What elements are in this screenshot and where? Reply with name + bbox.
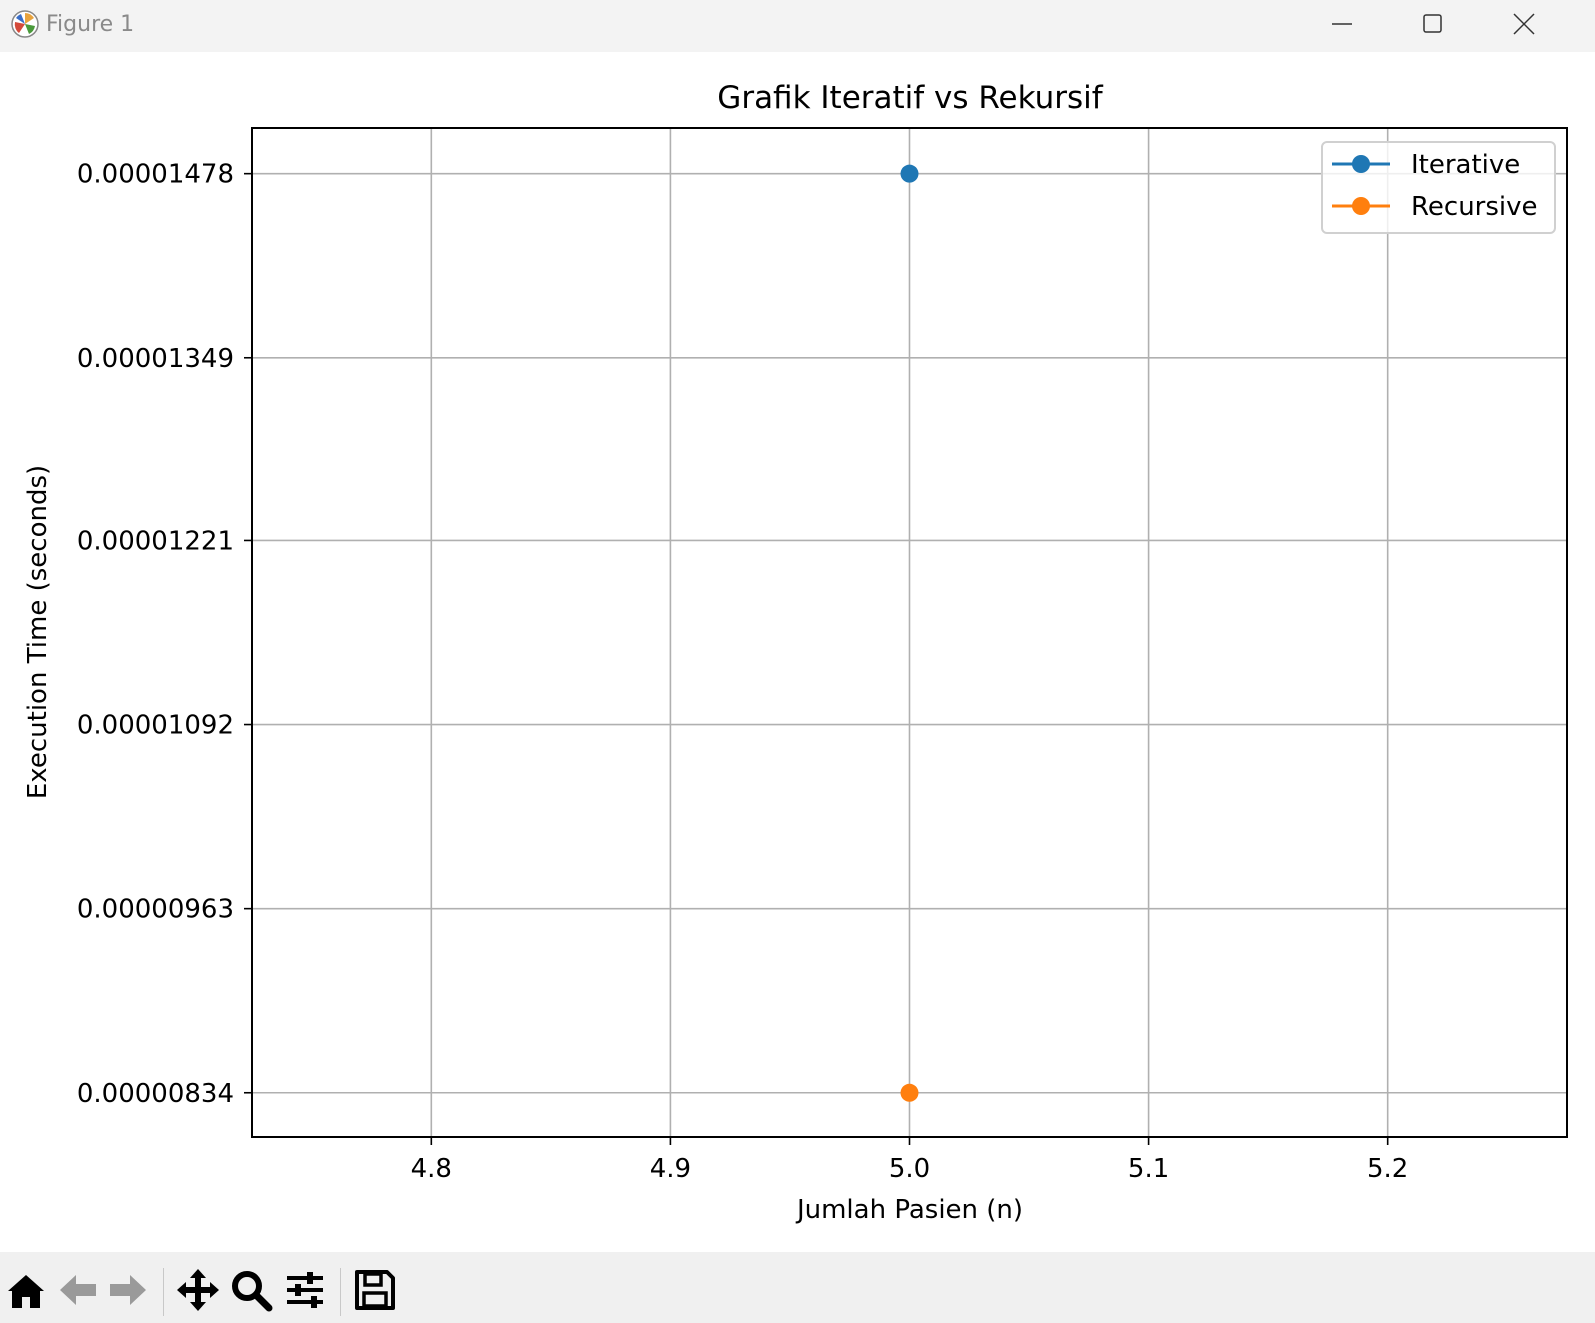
save-button[interactable] [353, 1268, 397, 1312]
close-button[interactable] [1478, 0, 1568, 52]
zoom-button[interactable] [229, 1268, 273, 1312]
legend-label-recursive: Recursive [1411, 192, 1538, 222]
toolbar-separator [340, 1268, 341, 1316]
home-button[interactable] [4, 1268, 48, 1312]
line-chart[interactable]: Grafik Iteratif vs Rekursif 4.8 4.9 5.0 5.1… [0, 52, 1595, 1252]
x-tick-label: 5.1 [1128, 1154, 1169, 1184]
window-title: Figure 1 [46, 12, 135, 37]
y-tick-label: 0.00000834 [77, 1079, 234, 1109]
pan-button[interactable] [176, 1268, 220, 1312]
data-series [900, 164, 919, 1102]
matplotlib-icon [11, 10, 39, 38]
sliders-icon [287, 1272, 323, 1308]
legend[interactable]: Iterative Recursive [1321, 141, 1556, 234]
legend-marker-iterative [1352, 155, 1370, 173]
y-axis-ticks: 0.00000834 0.00000963 0.00001092 0.00001221… [77, 160, 252, 1109]
chart-title: Grafik Iteratif vs Rekursif [717, 80, 1103, 116]
back-button[interactable] [56, 1268, 100, 1312]
recursive-data-point [900, 1083, 919, 1102]
iterative-data-point [900, 164, 919, 183]
floppy-disk-icon [355, 1270, 395, 1310]
x-tick-label: 4.8 [411, 1154, 452, 1184]
arrow-left-icon [60, 1275, 96, 1305]
configure-subplots-button[interactable] [283, 1268, 327, 1312]
grid [252, 128, 1567, 1137]
close-icon [1513, 13, 1535, 35]
y-tick-label: 0.00000963 [77, 895, 234, 925]
y-axis-label: Execution Time (seconds) [23, 465, 53, 799]
x-tick-label: 5.2 [1367, 1154, 1408, 1184]
legend-label-iterative: Iterative [1411, 150, 1520, 180]
x-axis-label: Jumlah Pasien (n) [795, 1195, 1023, 1225]
toolbar-separator [163, 1268, 164, 1316]
navigation-toolbar [0, 1252, 1595, 1323]
y-tick-label: 0.00001092 [77, 711, 234, 741]
x-axis-ticks: 4.8 4.9 5.0 5.1 5.2 [411, 1137, 1408, 1184]
minimize-icon [1332, 23, 1352, 25]
x-tick-label: 4.9 [650, 1154, 691, 1184]
maximize-icon [1423, 14, 1442, 33]
move-icon [177, 1269, 219, 1311]
maximize-button[interactable] [1388, 0, 1478, 52]
title-bar[interactable]: Figure 1 [0, 0, 1595, 52]
minimize-button[interactable] [1298, 0, 1388, 52]
home-icon [8, 1275, 44, 1308]
legend-marker-recursive [1352, 197, 1370, 215]
y-tick-label: 0.00001478 [77, 160, 234, 190]
y-tick-label: 0.00001221 [77, 526, 234, 556]
figure-canvas[interactable]: Grafik Iteratif vs Rekursif 4.8 4.9 5.0 5.1… [0, 52, 1595, 1252]
arrow-right-icon [110, 1275, 146, 1305]
forward-button[interactable] [106, 1268, 150, 1312]
y-tick-label: 0.00001349 [77, 344, 234, 374]
x-tick-label: 5.0 [889, 1154, 930, 1184]
magnifier-icon [232, 1271, 273, 1312]
